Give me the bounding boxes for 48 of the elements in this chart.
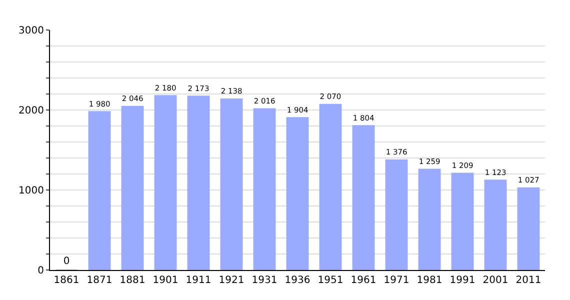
bar — [385, 159, 408, 270]
x-tick-label: 1881 — [120, 275, 146, 286]
y-tick-label: 2000 — [18, 106, 44, 116]
bar — [253, 108, 276, 270]
x-tick-label: 1951 — [318, 275, 344, 286]
bar — [352, 125, 375, 270]
y-tick-label: 0 — [38, 266, 44, 276]
y-tick-label: 3000 — [18, 26, 44, 36]
data-label: 1 027 — [518, 176, 540, 185]
data-label: 1 209 — [452, 161, 474, 170]
bar — [88, 111, 111, 270]
data-label: 2 138 — [220, 86, 242, 96]
x-tick-label: 1931 — [252, 275, 278, 286]
x-tick-label: 1901 — [152, 275, 178, 286]
x-tick-label: 1936 — [284, 275, 310, 286]
bar — [121, 106, 144, 270]
x-tick-label: 1871 — [86, 275, 112, 286]
data-label: 2 173 — [188, 84, 210, 93]
data-label: 1 804 — [352, 113, 374, 122]
bar — [517, 187, 540, 270]
bar — [154, 95, 177, 270]
x-tick-label: 1921 — [218, 275, 244, 286]
data-label: 1 123 — [484, 168, 506, 177]
data-label: 0 — [63, 256, 70, 267]
data-label: 2 046 — [122, 94, 144, 104]
x-tick-label: 1991 — [450, 275, 476, 286]
x-tick-label: 1971 — [384, 275, 410, 286]
bar — [187, 96, 210, 270]
bar — [418, 168, 441, 270]
x-tick-label: 2011 — [516, 275, 542, 286]
data-label: 2 016 — [254, 96, 276, 106]
y-tick-label: 1000 — [18, 186, 44, 196]
data-label: 2 070 — [320, 92, 342, 102]
bar — [484, 180, 507, 270]
bar — [220, 98, 243, 270]
x-tick-label: 1981 — [416, 275, 442, 286]
x-tick-label: 1861 — [54, 275, 80, 286]
data-label: 1 904 — [286, 105, 308, 114]
bar — [286, 117, 309, 270]
x-tick-label: 1961 — [350, 275, 376, 286]
bar — [319, 104, 342, 270]
x-tick-label: 1911 — [186, 275, 212, 286]
data-label: 1 980 — [88, 99, 110, 108]
data-label: 1 259 — [418, 157, 440, 166]
x-tick-label: 2001 — [482, 275, 508, 286]
data-label: 2 180 — [154, 83, 176, 92]
bar — [451, 172, 474, 270]
data-label: 1 376 — [386, 148, 408, 157]
